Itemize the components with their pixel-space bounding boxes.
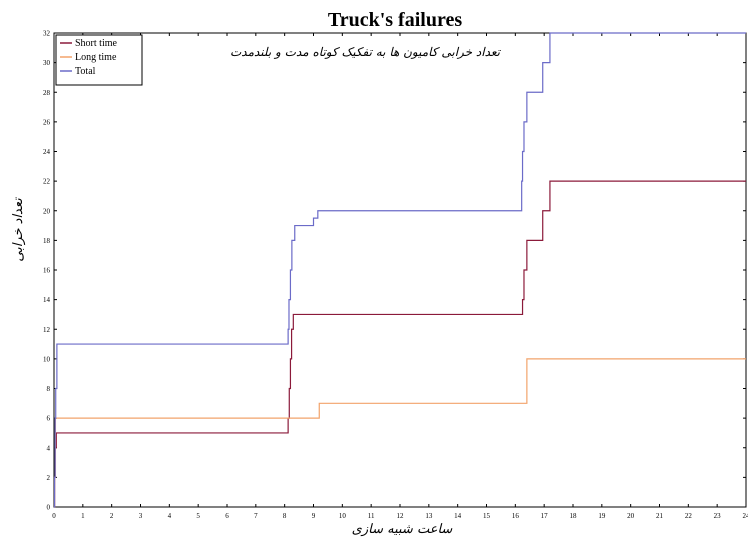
y-tick-label: 0 bbox=[47, 504, 51, 512]
x-tick-label: 21 bbox=[656, 512, 664, 520]
x-tick-label: 13 bbox=[425, 512, 433, 520]
x-tick-label: 3 bbox=[139, 512, 143, 520]
y-tick-label: 32 bbox=[43, 30, 51, 38]
y-tick-label: 12 bbox=[43, 326, 51, 334]
y-tick-label: 26 bbox=[43, 118, 51, 126]
x-tick-label: 20 bbox=[627, 512, 635, 520]
x-tick-label: 0 bbox=[52, 512, 56, 520]
x-tick-label: 8 bbox=[283, 512, 287, 520]
y-tick-label: 22 bbox=[43, 178, 51, 186]
y-tick-label: 4 bbox=[47, 444, 51, 452]
y-tick-label: 24 bbox=[43, 148, 51, 156]
y-tick-label: 18 bbox=[43, 237, 51, 245]
chart-title: Truck's failures bbox=[328, 9, 462, 31]
x-tick-label: 6 bbox=[225, 512, 229, 520]
x-tick-label: 9 bbox=[312, 512, 316, 520]
y-tick-label: 30 bbox=[43, 59, 51, 67]
x-tick-label: 18 bbox=[570, 512, 578, 520]
y-tick-label: 8 bbox=[47, 385, 51, 393]
x-tick-label: 1 bbox=[81, 512, 85, 520]
plot-area: 0 1 2 3 4 5 6 7 8 9 10 11 12 13 14 15 16 17 18 19 20 21 22 23 24… bbox=[43, 30, 748, 521]
x-axis-label: ساعت شبیه سازی bbox=[352, 522, 454, 537]
x-tick-label: 2 bbox=[110, 512, 114, 520]
legend-label: Short time bbox=[75, 38, 118, 49]
x-tick-label: 23 bbox=[714, 512, 722, 520]
x-tick-label: 19 bbox=[598, 512, 606, 520]
x-tick-label: 24 bbox=[743, 512, 748, 520]
legend-label: Long time bbox=[75, 52, 117, 63]
y-tick-label: 28 bbox=[43, 89, 51, 97]
x-tick-label: 17 bbox=[541, 512, 549, 520]
x-tick-label: 11 bbox=[368, 512, 375, 520]
x-tick-label: 4 bbox=[168, 512, 172, 520]
y-tick-label: 2 bbox=[47, 474, 51, 482]
axis-ticks: 0 1 2 3 4 5 6 7 8 9 10 11 12 13 14 15 16 17 18 19 20 21 22 23 24… bbox=[43, 30, 748, 521]
y-tick-label: 10 bbox=[43, 355, 51, 363]
x-tick-label: 22 bbox=[685, 512, 693, 520]
series-line-total bbox=[53, 32, 746, 508]
x-tick-label: 14 bbox=[454, 512, 462, 520]
y-tick-label: 14 bbox=[43, 296, 51, 304]
series-line-short-time bbox=[53, 180, 746, 508]
x-tick-label: 12 bbox=[397, 512, 405, 520]
legend-label: Total bbox=[75, 66, 96, 77]
x-tick-label: 10 bbox=[339, 512, 347, 520]
x-tick-label: 16 bbox=[512, 512, 520, 520]
y-tick-label: 16 bbox=[43, 267, 51, 275]
y-tick-label: 6 bbox=[47, 415, 51, 423]
series-lines bbox=[53, 32, 746, 508]
y-axis-label: تعداد خرابی bbox=[11, 197, 26, 262]
x-tick-label: 5 bbox=[196, 512, 200, 520]
x-tick-label: 15 bbox=[483, 512, 491, 520]
x-tick-label: 7 bbox=[254, 512, 258, 520]
chart-subtitle: تعداد خرابی کامیون ها به تفکیک کوتاه مدت… bbox=[230, 45, 502, 59]
y-tick-label: 20 bbox=[43, 207, 51, 215]
legend: Short time Long time Total bbox=[55, 34, 143, 86]
